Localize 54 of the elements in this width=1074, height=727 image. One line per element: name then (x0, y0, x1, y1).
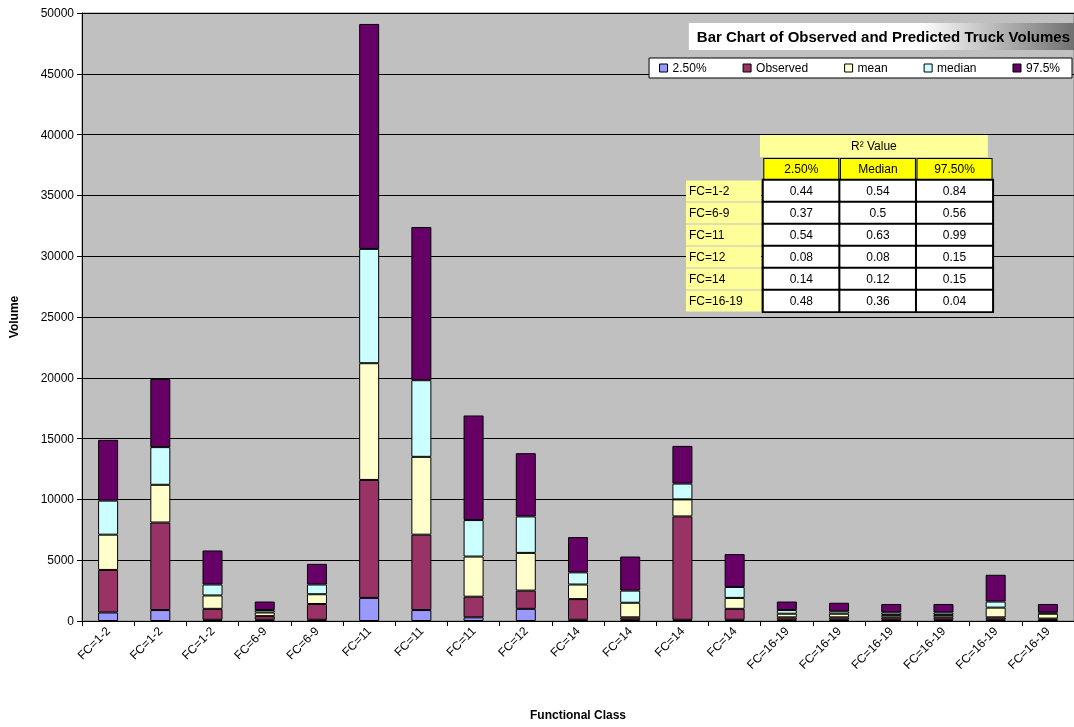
y-tick-label: FC=11 (689, 228, 725, 242)
y-tick-label: 25000 (40, 310, 75, 324)
data-label: 0.84 (942, 184, 967, 198)
legend-label: Observed (756, 61, 809, 75)
x-tick-label: 2.50% (784, 162, 819, 176)
y-tick-label: 5000 (47, 553, 75, 568)
chart-title: R² Value (851, 139, 898, 153)
y-tick-label: 0 (67, 614, 75, 628)
legend-label: median (937, 61, 977, 75)
bar (776, 601, 797, 611)
bar (933, 603, 954, 613)
text: Bar Chart of Observed and Predicted Truck Volumes (696, 28, 1071, 45)
data-label: 0.14 (789, 272, 814, 286)
data-label: 0.56 (942, 206, 967, 220)
x-tick-label: Median (858, 162, 898, 176)
data-label: 0.08 (789, 250, 814, 264)
y-tick-label: 50000 (40, 6, 75, 20)
y-axis-title: Volume (7, 295, 21, 339)
y-tick-label: 20000 (40, 370, 75, 385)
y-tick-label: FC=14 (689, 272, 726, 286)
data-label: 0.37 (789, 206, 814, 220)
data-label: 0.15 (942, 250, 967, 264)
data-label: 0.54 (866, 184, 890, 198)
data-label: 0.5 (869, 206, 887, 220)
data-label: 0.08 (866, 250, 890, 264)
data-label: 0.36 (866, 294, 890, 308)
data-label: 0.99 (942, 228, 967, 242)
bar (254, 601, 275, 611)
y-tick-label: FC=1-2 (689, 184, 730, 198)
data-label: 0.15 (942, 272, 967, 286)
x-axis-title: Functional Class (529, 708, 627, 722)
bar (829, 602, 850, 612)
bar (881, 603, 902, 613)
bar (829, 613, 850, 618)
data-label: 0.04 (942, 294, 967, 308)
legend-label: mean (857, 61, 888, 75)
y-tick-label: FC=6-9 (689, 206, 730, 220)
x-tick-label: 97.50% (934, 162, 976, 176)
y-tick-label: 10000 (40, 492, 75, 507)
y-tick-label: 30000 (40, 249, 75, 264)
data-label: 0.12 (866, 272, 890, 286)
data-label: 0.63 (866, 228, 890, 242)
data-label: 0.44 (789, 184, 814, 198)
legend-label: 2.50% (672, 61, 707, 75)
y-tick-label: 35000 (40, 188, 75, 203)
y-tick-label: 15000 (40, 431, 75, 446)
bar (776, 613, 797, 618)
y-tick-label: 40000 (40, 127, 75, 142)
y-tick-label: FC=16-19 (689, 294, 744, 308)
legend-label: 97.5% (1025, 61, 1061, 75)
y-tick-label: FC=12 (689, 250, 726, 264)
y-tick-label: 45000 (40, 66, 75, 81)
data-label: 0.48 (789, 294, 814, 308)
data-label: 0.54 (789, 228, 814, 242)
